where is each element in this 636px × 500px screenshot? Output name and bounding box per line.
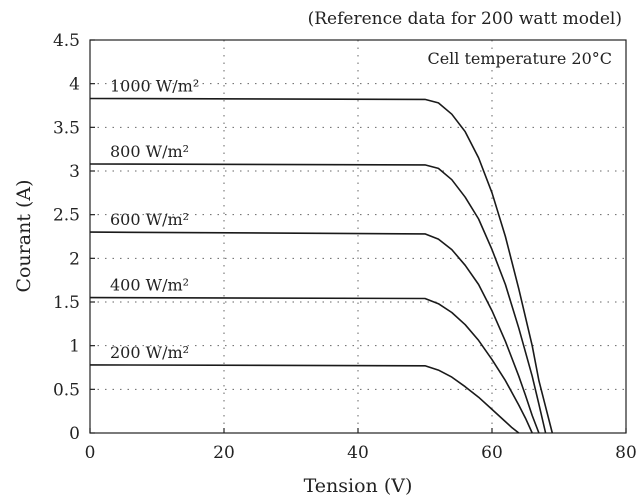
series-line: [89, 163, 547, 434]
series-line: [89, 296, 533, 434]
y-tick-label: 2.5: [53, 206, 80, 226]
x-axis-label: Tension (V): [304, 475, 413, 497]
y-tick-label: 2: [69, 249, 80, 269]
chart-subtitle: (Reference data for 200 watt model): [308, 9, 622, 29]
y-tick-label: 3.5: [53, 118, 80, 138]
series-line: [89, 231, 540, 434]
x-tick-label: 20: [213, 443, 235, 463]
series-label: 1000 W/m²: [110, 77, 199, 96]
y-tick-label: 0: [69, 424, 80, 444]
series-label: 800 W/m²: [110, 142, 189, 161]
series-labels: 1000 W/m² 800 W/m² 600 W/m² 400 W/m² 200 W/m…: [110, 77, 199, 362]
y-tick-label: 4: [69, 75, 80, 95]
series-label: 200 W/m²: [110, 343, 189, 362]
series-label: 600 W/m²: [110, 210, 189, 229]
y-tick-label: 1.5: [53, 293, 80, 313]
y-axis-ticks: 0 0.5 1 1.5 2 2.5 3 3.5 4 4.5: [53, 31, 95, 444]
series-label: 400 W/m²: [110, 276, 189, 295]
y-tick-label: 3: [69, 162, 80, 182]
x-tick-label: 80: [615, 443, 636, 463]
x-tick-label: 60: [481, 443, 503, 463]
series-lines: [89, 97, 554, 434]
grid: [90, 40, 626, 433]
x-tick-label: 40: [347, 443, 369, 463]
series-line: [89, 97, 554, 434]
y-tick-label: 1: [69, 337, 80, 357]
series-line: [89, 364, 520, 434]
x-tick-label: 0: [85, 443, 96, 463]
y-tick-label: 4.5: [53, 31, 80, 51]
y-axis-label: Courant (A): [13, 179, 35, 292]
annotation-cell-temperature: Cell temperature 20°C: [427, 49, 612, 68]
y-tick-label: 0.5: [53, 380, 80, 400]
x-axis-ticks: 0 20 40 60 80: [85, 428, 636, 463]
